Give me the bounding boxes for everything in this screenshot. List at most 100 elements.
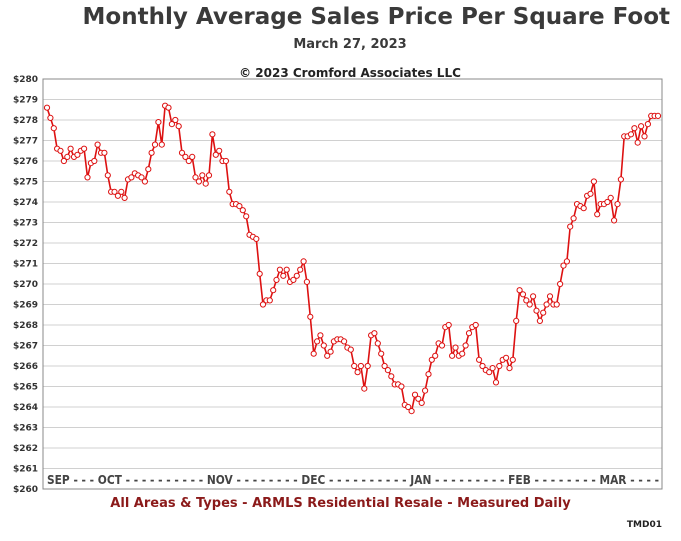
data-point [192,174,199,181]
data-point [155,119,162,126]
chart-caption: All Areas & Types - ARMLS Residential Re… [110,496,571,511]
data-point [476,356,483,363]
data-point [580,205,587,212]
data-point [418,399,425,406]
data-point [590,178,598,185]
data-point [631,125,638,132]
data-point [327,348,334,355]
data-point [101,149,108,156]
copyright-text: © 2023 Cromford Associates LLC [239,66,461,80]
data-point [185,157,192,165]
data-point [118,188,125,195]
data-point [205,172,213,179]
data-point [378,350,385,357]
data-point [543,301,550,308]
data-point [634,139,641,146]
data-point [324,352,331,359]
data-point [388,373,395,380]
data-point [357,362,364,370]
data-point [607,194,614,201]
data-point [138,174,145,181]
data-point [462,342,469,349]
data-point [158,141,165,148]
y-tick-label: $278 [13,116,38,126]
data-point [415,395,422,402]
data-point [398,383,405,390]
data-point [84,174,91,181]
data-point [47,114,54,122]
data-point [654,112,662,120]
data-point [300,258,307,265]
data-point [199,172,206,179]
y-tick-label: $269 [13,301,38,311]
data-point [91,157,98,165]
data-point [351,362,358,370]
data-point [256,270,263,277]
data-point [178,149,186,156]
data-point [465,330,473,337]
y-tick-label: $270 [13,280,38,290]
data-point [449,352,456,359]
data-point [236,203,243,210]
data-point [50,125,57,132]
data-point [243,213,250,220]
data-point [317,332,324,339]
data-point [239,207,246,214]
data-point [496,362,503,370]
data-point [371,330,378,337]
data-point [492,379,500,386]
data-point [303,278,310,285]
data-point [384,367,391,374]
data-point [553,301,560,308]
data-point [189,153,196,160]
data-point [81,145,88,152]
y-axis-ticks: $260 $261 $262 $263 $264 $265 $266 $267 $268 $269… [13,75,38,495]
data-point [614,201,621,208]
data-point [64,153,71,160]
data-point [320,342,327,349]
y-tick-label: $276 [13,157,38,167]
data-point [270,287,277,294]
data-point [283,266,290,273]
data-point [104,172,111,179]
data-point [354,369,361,376]
y-tick-label: $262 [13,444,38,454]
data-point [472,321,479,329]
data-point [182,153,189,160]
data-point [536,317,544,324]
data-point [594,211,601,218]
grid-layer [43,78,662,490]
data-point [506,365,513,372]
data-point [168,121,175,128]
data-point [273,276,280,283]
data-point [293,272,300,279]
y-tick-label: $268 [13,321,38,331]
y-tick-label: $267 [13,342,38,352]
data-point [432,352,439,359]
data-point [422,387,429,394]
data-point [347,346,354,353]
data-point [516,287,523,294]
data-point [587,190,594,197]
data-point [67,145,74,152]
data-point [428,356,435,363]
data-point [486,369,493,376]
data-point [128,174,135,181]
data-point [533,307,540,314]
data-point [438,342,446,349]
chart-code: TMD01 [626,520,662,530]
data-point [563,258,571,265]
data-point [509,356,516,363]
data-point [290,276,297,283]
data-point [408,408,415,415]
y-tick-label: $263 [13,424,38,434]
plot-frame [42,78,663,490]
data-point [141,178,148,185]
data-point [276,266,283,273]
data-point [364,362,371,370]
data-point [519,291,527,298]
y-tick-label: $271 [13,260,38,270]
data-point [523,297,530,304]
y-tick-label: $264 [13,403,38,413]
